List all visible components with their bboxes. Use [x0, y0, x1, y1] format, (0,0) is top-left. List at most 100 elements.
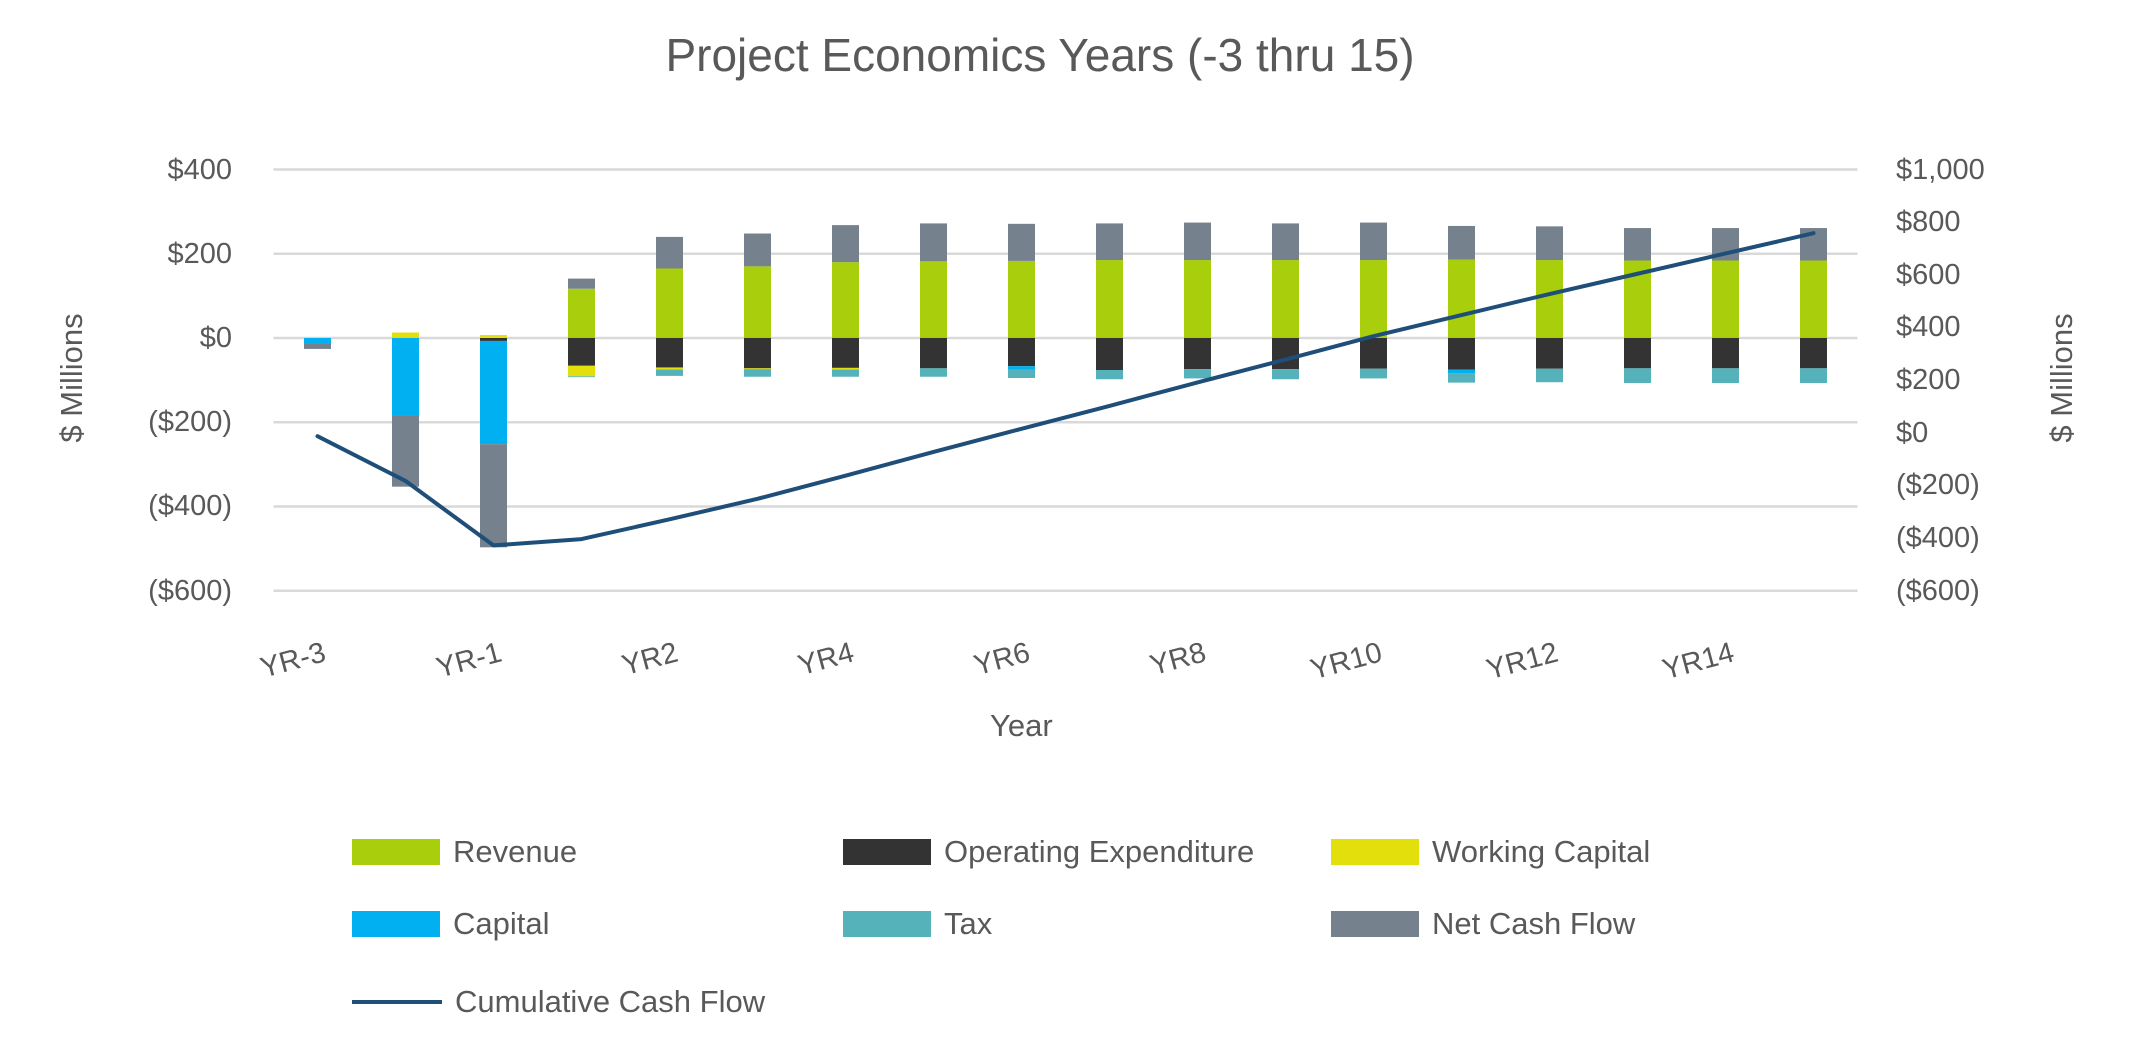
- bar-segment-operating-expenditure: [920, 337, 947, 369]
- bar-segment-revenue: [1096, 260, 1123, 338]
- bar-segment-net-cash-flow: [920, 223, 947, 262]
- legend-swatch: [1331, 839, 1419, 865]
- bar-segment-net-cash-flow: [304, 343, 331, 349]
- bar-segment-capital: [1008, 366, 1035, 370]
- bar-segment-net-cash-flow: [744, 233, 771, 267]
- right-axis-tick: $200: [1896, 364, 1961, 397]
- legend-swatch: [352, 839, 440, 865]
- right-axis-tick: ($600): [1896, 574, 1980, 607]
- bar-segment-revenue: [1536, 260, 1563, 338]
- legend-label: Working Capital: [1432, 834, 1651, 869]
- bar-segment-tax: [1096, 369, 1123, 380]
- right-axis-tick: $1,000: [1896, 153, 1985, 186]
- bar-segment-tax: [1360, 368, 1387, 379]
- legend-item-tax: Tax: [843, 906, 993, 941]
- legend-label: Revenue: [453, 834, 578, 869]
- bar-segment-working-capital: [480, 335, 507, 338]
- legend-swatch: [1331, 911, 1419, 937]
- bar-segment-tax: [1624, 368, 1651, 384]
- bar-segment-operating-expenditure: [832, 337, 859, 368]
- legend-item-capital: Capital: [352, 906, 550, 941]
- bar-segment-capital: [480, 340, 507, 445]
- right-axis-tick: $800: [1896, 206, 1961, 239]
- legend-item-working-capital: Working Capital: [1331, 834, 1651, 869]
- legend-item-cumulative-cash-flow: Cumulative Cash Flow: [352, 984, 766, 1019]
- bar-segment-tax: [1712, 368, 1739, 384]
- bar-segment-net-cash-flow: [1624, 228, 1651, 261]
- legend-item-net-cash-flow: Net Cash Flow: [1331, 906, 1636, 941]
- x-axis-title: Year: [990, 708, 1053, 743]
- bar-segment-net-cash-flow: [1360, 222, 1387, 261]
- bar-segment-tax: [1800, 368, 1827, 384]
- bar-segment-net-cash-flow: [1536, 226, 1563, 261]
- bar-segment-operating-expenditure: [1536, 337, 1563, 369]
- bar-segment-revenue: [1184, 260, 1211, 338]
- bar-segment-operating-expenditure: [1624, 337, 1651, 369]
- right-axis-tick: $600: [1896, 258, 1961, 291]
- bar-segment-tax: [568, 376, 595, 378]
- bar-segment-revenue: [1448, 259, 1475, 338]
- bar-segment-working-capital: [832, 367, 859, 370]
- bar-segment-net-cash-flow: [568, 278, 595, 289]
- bar-segment-net-cash-flow: [480, 444, 507, 548]
- left-axis-tick: $400: [167, 153, 232, 186]
- legend-item-revenue: Revenue: [352, 834, 578, 869]
- bar-segment-net-cash-flow: [1184, 222, 1211, 261]
- bar-segment-net-cash-flow: [656, 236, 683, 269]
- bar-segment-revenue: [1800, 260, 1827, 338]
- bar-segment-revenue: [656, 268, 683, 338]
- legend-swatch: [843, 839, 931, 865]
- bar-segment-operating-expenditure: [1096, 337, 1123, 370]
- bar-segment-revenue: [920, 261, 947, 338]
- legend-swatch: [843, 911, 931, 937]
- bar-segment-operating-expenditure: [1184, 337, 1211, 370]
- left-axis-tick: ($200): [148, 406, 232, 439]
- bar-segment-net-cash-flow: [1008, 223, 1035, 261]
- bar-segment-tax: [1008, 369, 1035, 378]
- bar-segment-net-cash-flow: [1448, 225, 1475, 260]
- chart-title: Project Economics Years (-3 thru 15): [665, 29, 1415, 81]
- bar-segment-working-capital: [392, 332, 419, 338]
- bar-segment-operating-expenditure: [1800, 337, 1827, 369]
- right-axis-tick: $0: [1896, 416, 1929, 449]
- legend-label: Capital: [453, 906, 550, 941]
- bar-segment-tax: [1184, 369, 1211, 379]
- legend-label: Net Cash Flow: [1432, 906, 1636, 941]
- left-axis-tick: ($600): [148, 574, 232, 607]
- bar-segment-revenue: [744, 266, 771, 338]
- bar-segment-operating-expenditure: [744, 337, 771, 369]
- bar-segment-operating-expenditure: [480, 337, 507, 341]
- bar-segment-working-capital: [656, 367, 683, 370]
- legend-swatch: [352, 911, 440, 937]
- legend-item-operating-expenditure: Operating Expenditure: [843, 834, 1254, 869]
- bar-segment-working-capital: [568, 365, 595, 377]
- bar-segment-tax: [1448, 373, 1475, 383]
- bar-segment-operating-expenditure: [1448, 337, 1475, 370]
- bar-segment-net-cash-flow: [1096, 223, 1123, 261]
- bar-segment-revenue: [1008, 260, 1035, 338]
- bar-segment-tax: [656, 369, 683, 376]
- bar-segment-revenue: [1360, 260, 1387, 338]
- bar-segment-operating-expenditure: [1272, 337, 1299, 370]
- bar-segment-operating-expenditure: [568, 337, 595, 366]
- right-axis-tick: $400: [1896, 311, 1961, 344]
- legend-swatch: [352, 1000, 442, 1004]
- bar-segment-working-capital: [744, 368, 771, 370]
- left-axis-tick: $200: [167, 237, 232, 270]
- bar-segment-operating-expenditure: [656, 337, 683, 368]
- bar-segment-revenue: [1272, 260, 1299, 338]
- right-axis-tick: ($200): [1896, 469, 1980, 502]
- bar-segment-tax: [1536, 368, 1563, 383]
- bar-segment-tax: [1272, 369, 1299, 380]
- bar-segment-revenue: [568, 288, 595, 338]
- cumulative-cash-flow-line: [315, 231, 1816, 548]
- legend-label: Tax: [944, 906, 993, 941]
- right-axis-tick: ($400): [1896, 522, 1980, 555]
- bar-segment-capital: [304, 337, 331, 344]
- bar-segment-revenue: [832, 262, 859, 338]
- legend-label: Cumulative Cash Flow: [455, 984, 766, 1019]
- bar-segment-net-cash-flow: [832, 225, 859, 263]
- bar-segment-capital: [392, 337, 419, 416]
